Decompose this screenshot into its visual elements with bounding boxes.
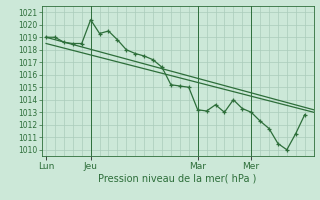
X-axis label: Pression niveau de la mer( hPa ): Pression niveau de la mer( hPa ): [99, 173, 257, 183]
